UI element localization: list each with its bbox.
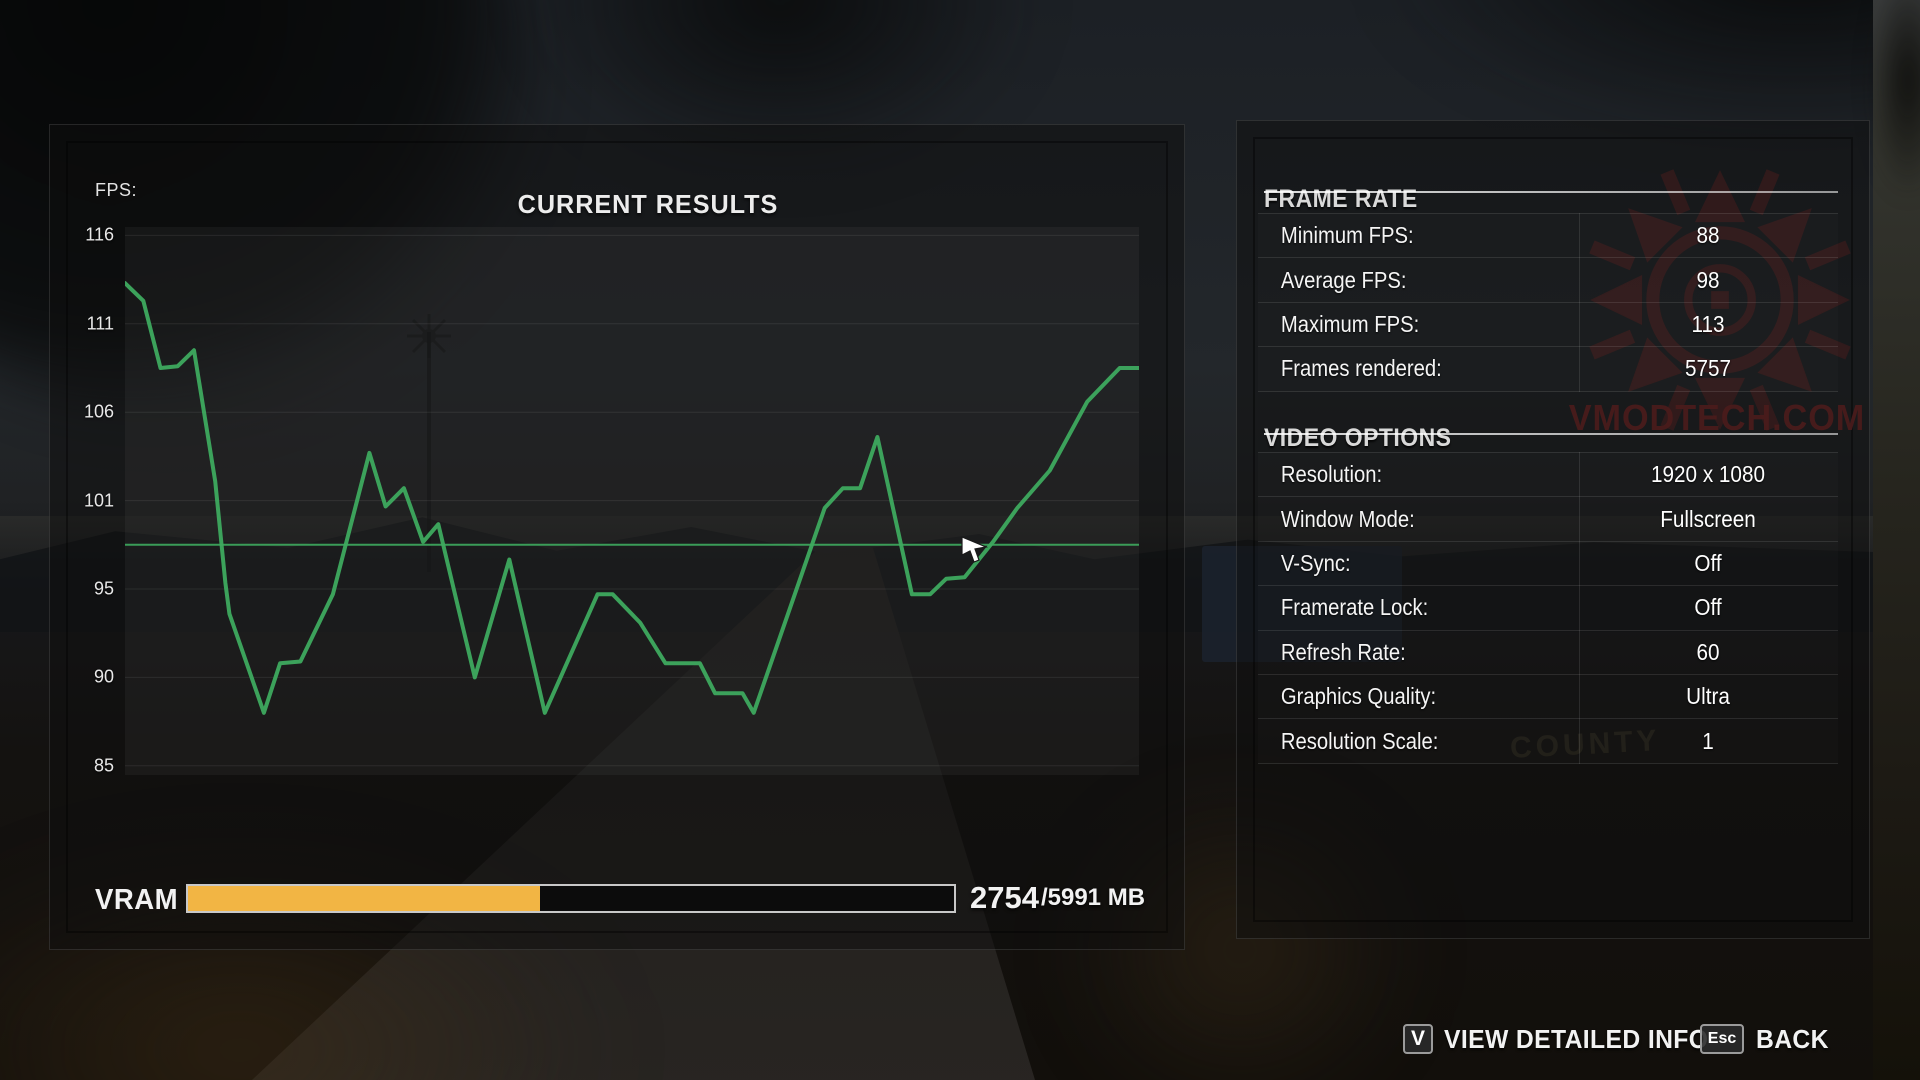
table-row: V-Sync: Off bbox=[1258, 540, 1838, 585]
background-trees-silhouette bbox=[1380, 0, 1920, 140]
vmodtech-watermark-text: VMODTECH.COM bbox=[1568, 397, 1866, 438]
fps-line-series bbox=[125, 281, 1139, 715]
row-label: Window Mode: bbox=[1280, 505, 1415, 532]
table-row: Maximum FPS: 113 bbox=[1258, 301, 1838, 346]
gridlines bbox=[125, 234, 1139, 767]
y-tick-label: 116 bbox=[85, 224, 114, 245]
page-title: CURRENT RESULTS bbox=[517, 189, 779, 220]
key-v-badge[interactable]: V bbox=[1403, 1024, 1433, 1054]
vram-total-value: /5991 MB bbox=[1040, 884, 1146, 911]
background-right-trees bbox=[1868, 0, 1920, 200]
row-value: Off bbox=[1694, 594, 1722, 621]
video-options-rule bbox=[1264, 433, 1838, 435]
row-label: Maximum FPS: bbox=[1280, 310, 1420, 337]
row-value: Off bbox=[1694, 549, 1722, 576]
row-value: 5757 bbox=[1684, 355, 1732, 382]
frame-rate-rule bbox=[1264, 191, 1838, 193]
row-label: V-Sync: bbox=[1280, 549, 1351, 576]
table-row: Framerate Lock: Off bbox=[1258, 585, 1838, 629]
y-tick-label: 90 bbox=[93, 666, 114, 687]
key-esc-badge[interactable]: Esc bbox=[1700, 1024, 1744, 1054]
info-panel-content: VMODTECH.COM FRAME RATE Minimum FPS: 88 Av… bbox=[1236, 120, 1868, 937]
table-row: Resolution Scale: 1 bbox=[1258, 718, 1838, 764]
vram-label: VRAM bbox=[95, 884, 179, 916]
vram-bar-fill bbox=[188, 886, 541, 911]
row-label: Average FPS: bbox=[1280, 266, 1407, 293]
row-value: 98 bbox=[1696, 266, 1720, 293]
table-row: Minimum FPS: 88 bbox=[1258, 213, 1838, 257]
row-label: Resolution: bbox=[1280, 461, 1383, 488]
y-tick-label: 85 bbox=[93, 755, 114, 776]
table-row: Resolution: 1920 x 1080 bbox=[1258, 452, 1838, 496]
vmodtech-watermark-logo bbox=[1589, 169, 1851, 431]
table-row: Graphics Quality: Ultra bbox=[1258, 673, 1838, 718]
vram-used-value: 2754 bbox=[970, 880, 1039, 915]
vram-usage-text: 2754 /5991 MB bbox=[970, 880, 1146, 915]
row-value: 60 bbox=[1696, 638, 1720, 665]
video-options-header: VIDEO OPTIONS bbox=[1264, 423, 1452, 452]
view-detailed-info-button[interactable]: VIEW DETAILED INFO bbox=[1444, 1023, 1709, 1054]
y-tick-label: 111 bbox=[86, 313, 114, 334]
row-value: 1920 x 1080 bbox=[1651, 461, 1765, 488]
row-label: Graphics Quality: bbox=[1280, 683, 1437, 710]
frame-rate-table: Minimum FPS: 88 Average FPS: 98 Maximum FPS:… bbox=[1258, 213, 1838, 392]
table-row: Refresh Rate: 60 bbox=[1258, 629, 1838, 674]
vram-bar bbox=[186, 884, 956, 913]
fps-chart bbox=[125, 227, 1139, 775]
mouse-cursor bbox=[961, 536, 988, 563]
y-tick-label: 101 bbox=[83, 490, 114, 511]
row-value: Fullscreen bbox=[1660, 505, 1756, 532]
table-row: Window Mode: Fullscreen bbox=[1258, 496, 1838, 540]
row-value: Ultra bbox=[1686, 683, 1730, 710]
video-options-table: Resolution: 1920 x 1080 Window Mode: Fullsc… bbox=[1258, 452, 1838, 764]
row-label: Minimum FPS: bbox=[1280, 222, 1414, 249]
row-label: Framerate Lock: bbox=[1280, 594, 1429, 621]
table-row: Frames rendered: 5757 bbox=[1258, 346, 1838, 392]
frame-rate-header: FRAME RATE bbox=[1264, 184, 1418, 213]
row-value: 1 bbox=[1702, 727, 1714, 754]
y-axis-label: FPS: bbox=[95, 180, 138, 200]
y-tick-label: 95 bbox=[93, 578, 114, 599]
row-label: Frames rendered: bbox=[1280, 355, 1442, 382]
y-tick-label: 106 bbox=[83, 401, 114, 422]
row-label: Resolution Scale: bbox=[1280, 727, 1439, 754]
table-row: Average FPS: 98 bbox=[1258, 257, 1838, 301]
fps-chart-svg bbox=[125, 234, 1139, 767]
row-label: Refresh Rate: bbox=[1280, 638, 1406, 665]
row-value: 113 bbox=[1691, 310, 1725, 337]
row-value: 88 bbox=[1696, 222, 1720, 249]
back-button[interactable]: BACK bbox=[1756, 1023, 1829, 1054]
